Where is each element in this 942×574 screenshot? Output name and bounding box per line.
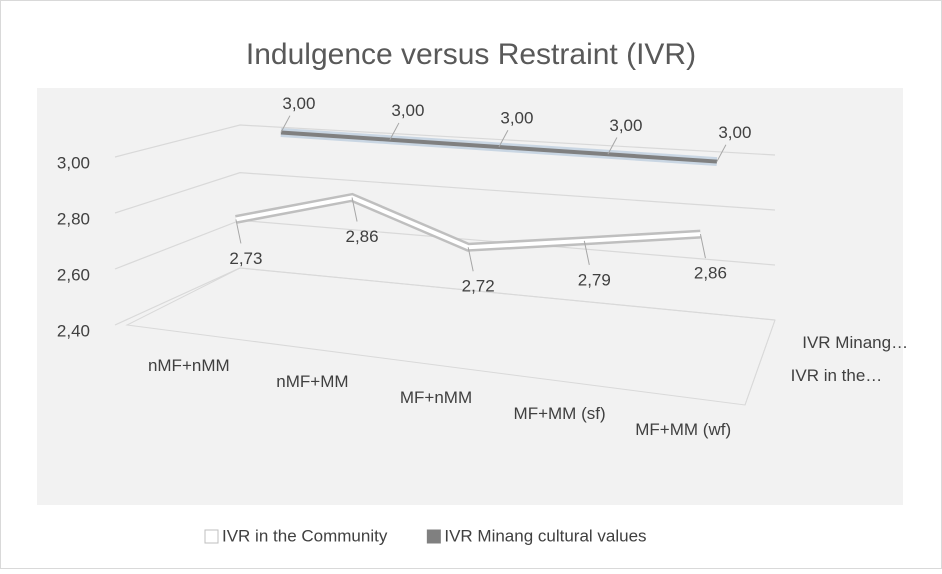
grid-line — [114, 172, 776, 214]
x-tick-label: MF+MM (sf) — [513, 404, 606, 423]
x-tick-label-box: MF+nMM — [399, 388, 473, 407]
data-label: 2,72 — [462, 277, 495, 296]
x-tick-label-box: nMF+nMM — [147, 356, 230, 375]
chart-title: Indulgence versus Restraint (IVR) — [246, 38, 696, 71]
leader-line — [467, 247, 474, 272]
leader-line — [607, 137, 618, 155]
legend-swatch — [426, 529, 441, 544]
data-label: 3,00 — [500, 109, 533, 128]
y-tick-label: 2,40 — [57, 321, 90, 340]
leader-line — [699, 234, 706, 259]
x-tick-label-box: MF+MM (sf) — [513, 404, 606, 423]
legend-label: IVR Minang cultural values — [444, 526, 646, 545]
legend-swatch — [204, 529, 219, 544]
grid-line — [114, 267, 776, 326]
data-label: 3,00 — [282, 94, 315, 113]
data-label: 2,79 — [578, 270, 611, 289]
x-tick-label: MF+nMM — [399, 388, 473, 407]
y-tick-label: 2,60 — [57, 265, 90, 284]
y-tick-label: 3,00 — [57, 153, 90, 172]
data-label: 3,00 — [718, 123, 751, 142]
data-label: 3,00 — [609, 116, 642, 135]
leader-line — [389, 122, 400, 140]
data-label: 2,86 — [694, 264, 727, 283]
grid-line — [114, 124, 776, 158]
data-label: 3,00 — [391, 101, 424, 120]
depth-axis — [744, 319, 776, 406]
leader-line — [498, 129, 509, 148]
x-tick-label-box: MF+MM (wf) — [635, 420, 732, 439]
leader-line — [351, 197, 358, 222]
y-tick-label: 2,80 — [57, 209, 90, 228]
data-label: 2,86 — [345, 227, 378, 246]
x-tick-label: MF+MM (wf) — [635, 420, 732, 439]
data-label: 2,73 — [229, 249, 262, 268]
x-tick-label-box: nMF+MM — [276, 372, 349, 391]
depth-label: IVR Minang… — [802, 333, 908, 352]
leader-line — [716, 144, 727, 162]
x-tick-label: nMF+MM — [276, 372, 349, 391]
depth-label: IVR in the… — [791, 366, 883, 385]
legend-label: IVR in the Community — [222, 526, 388, 545]
x-tick-label: nMF+nMM — [147, 356, 230, 375]
leader-line — [235, 219, 242, 244]
leader-line — [280, 115, 291, 133]
leader-line — [583, 240, 590, 265]
